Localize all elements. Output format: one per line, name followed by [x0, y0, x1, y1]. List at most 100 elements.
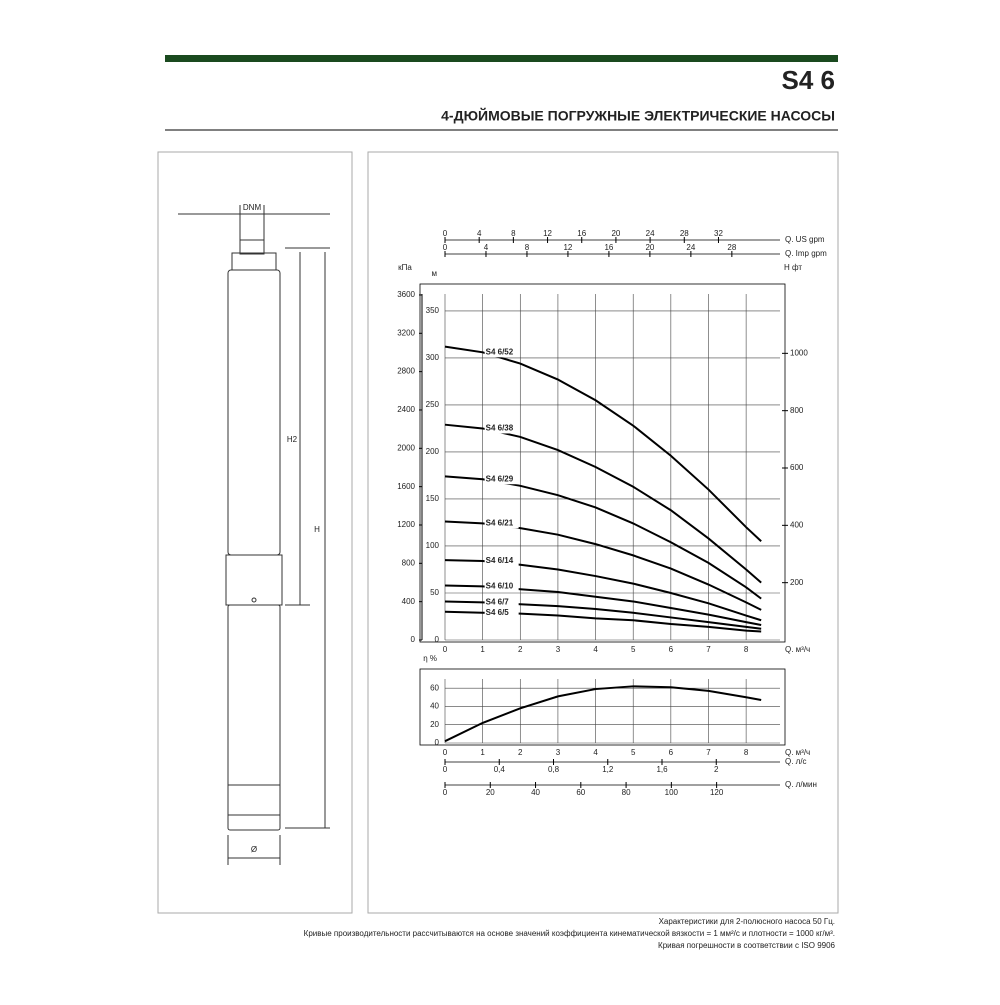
x2-axis-label: Q. Imp gpm: [785, 249, 827, 258]
x2-tick-label: 28: [680, 229, 689, 238]
x2-tick-label: 24: [686, 243, 695, 252]
curve-label: S4 6/10: [486, 582, 514, 591]
x-tick-label: 0: [443, 748, 448, 757]
x-tick-label: 1: [480, 748, 485, 757]
curve-label: S4 6/52: [486, 347, 514, 356]
x2-tick-label: 120: [710, 788, 724, 797]
x-tick-label: 2: [518, 645, 523, 654]
y-tick-label: 50: [430, 588, 439, 597]
x2-tick-label: 80: [622, 788, 631, 797]
x-tick-label: 3: [556, 645, 561, 654]
curve: [444, 345, 762, 543]
curve-label: S4 6/38: [486, 424, 514, 433]
curve-label: S4 6/21: [486, 519, 514, 528]
x-axis-label: Q. м³/ч: [785, 748, 810, 757]
x2-tick-label: 0: [443, 243, 448, 252]
y-tick-label: 40: [430, 702, 439, 711]
x-tick-label: 8: [744, 645, 749, 654]
y-tick-label: 300: [426, 353, 440, 362]
label-bg: [484, 474, 519, 485]
x2-tick-label: 0: [443, 788, 448, 797]
y2-tick-label: 400: [790, 520, 804, 529]
x-tick-label: 7: [706, 748, 711, 757]
y-tick-label: 250: [426, 400, 440, 409]
x2-tick-label: 0,4: [494, 765, 506, 774]
y-tick-label: 60: [430, 683, 439, 692]
x-tick-label: 1: [480, 645, 485, 654]
y3-tick-label: 1200: [397, 520, 415, 529]
h2-label: H2: [287, 435, 298, 444]
y3-tick-label: 800: [402, 558, 416, 567]
x2-tick-label: 1,6: [656, 765, 668, 774]
y3-tick-label: 3600: [397, 290, 415, 299]
x-tick-label: 6: [669, 645, 674, 654]
y-tick-label: 20: [430, 720, 439, 729]
y3-tick-label: 0: [411, 635, 416, 644]
x-tick-label: 6: [669, 748, 674, 757]
top-bar: [165, 55, 838, 62]
x2-tick-label: 0: [443, 229, 448, 238]
plot-frame: [419, 668, 786, 746]
x2-tick-label: 20: [611, 229, 620, 238]
x2-tick-label: 1,2: [602, 765, 614, 774]
y2-axis-label: H фт: [784, 263, 802, 272]
y-tick-label: 100: [426, 541, 440, 550]
y-axis-label: м: [432, 269, 438, 278]
h-label: H: [314, 525, 320, 534]
x-tick-label: 3: [556, 748, 561, 757]
x-tick-label: 5: [631, 748, 636, 757]
x2-axis-label: Q. л/мин: [785, 780, 817, 789]
footer-line: Кривая погрешности в соответствии с ISO …: [658, 941, 835, 950]
x-axis-label: Q. м³/ч: [785, 645, 810, 654]
model: S4 6: [782, 65, 836, 95]
curve-label: S4 6/29: [486, 474, 514, 483]
x2-tick-label: 12: [563, 243, 572, 252]
curve: [444, 685, 762, 743]
footer-line: Кривые производительности рассчитываются…: [304, 929, 835, 938]
x2-tick-label: 16: [604, 243, 613, 252]
diameter-label: Ø: [251, 845, 257, 854]
footer-line: Характеристики для 2-полюсного насоса 50…: [659, 917, 835, 926]
label-bg: [484, 518, 519, 529]
x2-tick-label: 4: [484, 243, 489, 252]
y2-tick-label: 800: [790, 406, 804, 415]
label-bg: [484, 597, 519, 608]
label-bg: [484, 423, 519, 434]
x2-tick-label: 40: [531, 788, 540, 797]
x2-tick-label: 8: [525, 243, 530, 252]
x2-axis-label: Q. US gpm: [785, 235, 825, 244]
y-tick-label: 350: [426, 306, 440, 315]
y3-tick-label: 2400: [397, 405, 415, 414]
y-tick-label: 0: [435, 738, 440, 747]
x2-tick-label: 32: [714, 229, 723, 238]
y-tick-label: 150: [426, 494, 440, 503]
dnm-label: DNM: [243, 203, 262, 212]
x2-tick-label: 20: [645, 243, 654, 252]
x2-tick-label: 28: [727, 243, 736, 252]
y-tick-label: 0: [435, 635, 440, 644]
curve-label: S4 6/7: [486, 598, 510, 607]
chart-frame: [367, 151, 839, 914]
x-tick-label: 0: [443, 645, 448, 654]
x2-axis-label: Q. л/с: [785, 757, 807, 766]
y2-tick-label: 200: [790, 578, 804, 587]
x2-tick-label: 16: [577, 229, 586, 238]
x-tick-label: 2: [518, 748, 523, 757]
x2-tick-label: 0,8: [548, 765, 560, 774]
x2-tick-label: 60: [576, 788, 585, 797]
y3-axis-label: кПа: [398, 263, 412, 272]
x2-tick-label: 20: [486, 788, 495, 797]
label-bg: [484, 581, 519, 592]
label-bg: [484, 347, 519, 358]
x-tick-label: 5: [631, 645, 636, 654]
y-axis-label: η %: [423, 654, 437, 663]
label-bg: [484, 556, 519, 567]
x2-tick-label: 0: [443, 765, 448, 774]
x-tick-label: 4: [593, 645, 598, 654]
x-tick-label: 4: [593, 748, 598, 757]
y-tick-label: 200: [426, 447, 440, 456]
x2-tick-label: 100: [665, 788, 679, 797]
y3-tick-label: 1600: [397, 482, 415, 491]
curve-label: S4 6/5: [486, 608, 510, 617]
